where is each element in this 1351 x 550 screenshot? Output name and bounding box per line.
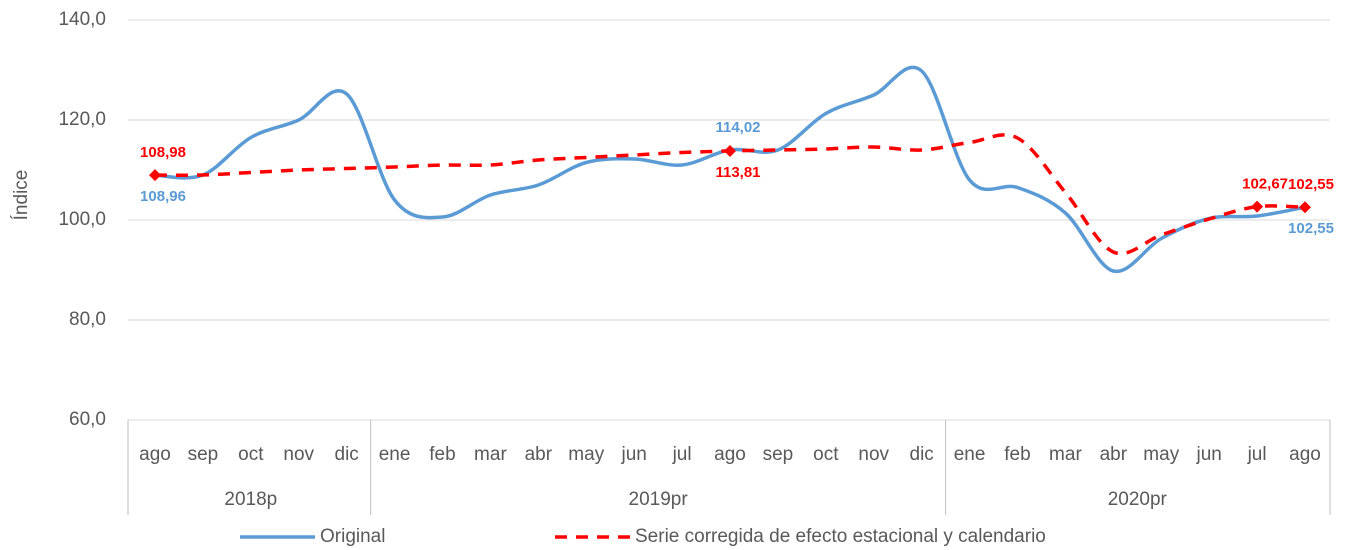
x-tick-label: mar bbox=[1049, 444, 1082, 465]
x-tick-label: nov bbox=[858, 444, 889, 465]
x-tick-label: feb bbox=[429, 444, 455, 465]
marker bbox=[149, 169, 161, 182]
group-label: 2020pr bbox=[1108, 489, 1168, 510]
x-tick-label: abr bbox=[1100, 444, 1128, 465]
x-tick-label: may bbox=[568, 444, 604, 465]
legend-label: Original bbox=[320, 526, 385, 547]
data-label: 102,55 bbox=[1288, 220, 1334, 237]
x-tick-label: oct bbox=[238, 444, 264, 465]
data-label: 114,02 bbox=[715, 119, 760, 136]
group-label: 2019pr bbox=[629, 489, 689, 510]
x-tick-label: sep bbox=[763, 444, 794, 465]
y-tick-label: 100,0 bbox=[58, 209, 106, 230]
x-tick-label: ago bbox=[714, 444, 746, 465]
y-tick-label: 120,0 bbox=[58, 109, 106, 130]
legend-label: Serie corregida de efecto estacional y c… bbox=[635, 526, 1046, 547]
x-tick-label: jul bbox=[672, 444, 692, 465]
series-line bbox=[154, 65, 1306, 274]
x-tick-label: ene bbox=[379, 444, 411, 465]
marker bbox=[1251, 200, 1264, 213]
x-tick-label: abr bbox=[525, 444, 553, 465]
data-label: 108,98 bbox=[140, 144, 186, 161]
x-tick-label: jul bbox=[1247, 444, 1267, 465]
y-axis-label: Índice bbox=[11, 170, 32, 221]
data-label: 102,67 bbox=[1242, 176, 1288, 193]
x-tick-label: ago bbox=[1289, 444, 1321, 465]
x-tick-label: feb bbox=[1004, 444, 1030, 465]
x-tick-label: nov bbox=[283, 444, 314, 465]
x-tick-label: dic bbox=[910, 444, 934, 465]
x-tick-label: dic bbox=[335, 444, 359, 465]
x-tick-label: mar bbox=[474, 444, 507, 465]
marker bbox=[1299, 201, 1311, 214]
x-tick-label: jun bbox=[1195, 444, 1221, 465]
data-label: 108,96 bbox=[140, 188, 186, 205]
y-tick-label: 140,0 bbox=[58, 9, 106, 30]
data-label: 102,55 bbox=[1288, 176, 1334, 193]
group-label: 2018p bbox=[224, 489, 277, 510]
x-tick-label: ago bbox=[139, 444, 171, 465]
x-tick-label: may bbox=[1143, 444, 1179, 465]
x-tick-label: jun bbox=[620, 444, 646, 465]
data-label: 113,81 bbox=[715, 164, 760, 181]
marker bbox=[724, 144, 736, 157]
y-tick-label: 60,0 bbox=[69, 409, 106, 430]
x-tick-label: sep bbox=[188, 444, 219, 465]
x-tick-label: oct bbox=[813, 444, 839, 465]
x-tick-label: ene bbox=[954, 444, 986, 465]
y-tick-label: 80,0 bbox=[69, 309, 106, 330]
